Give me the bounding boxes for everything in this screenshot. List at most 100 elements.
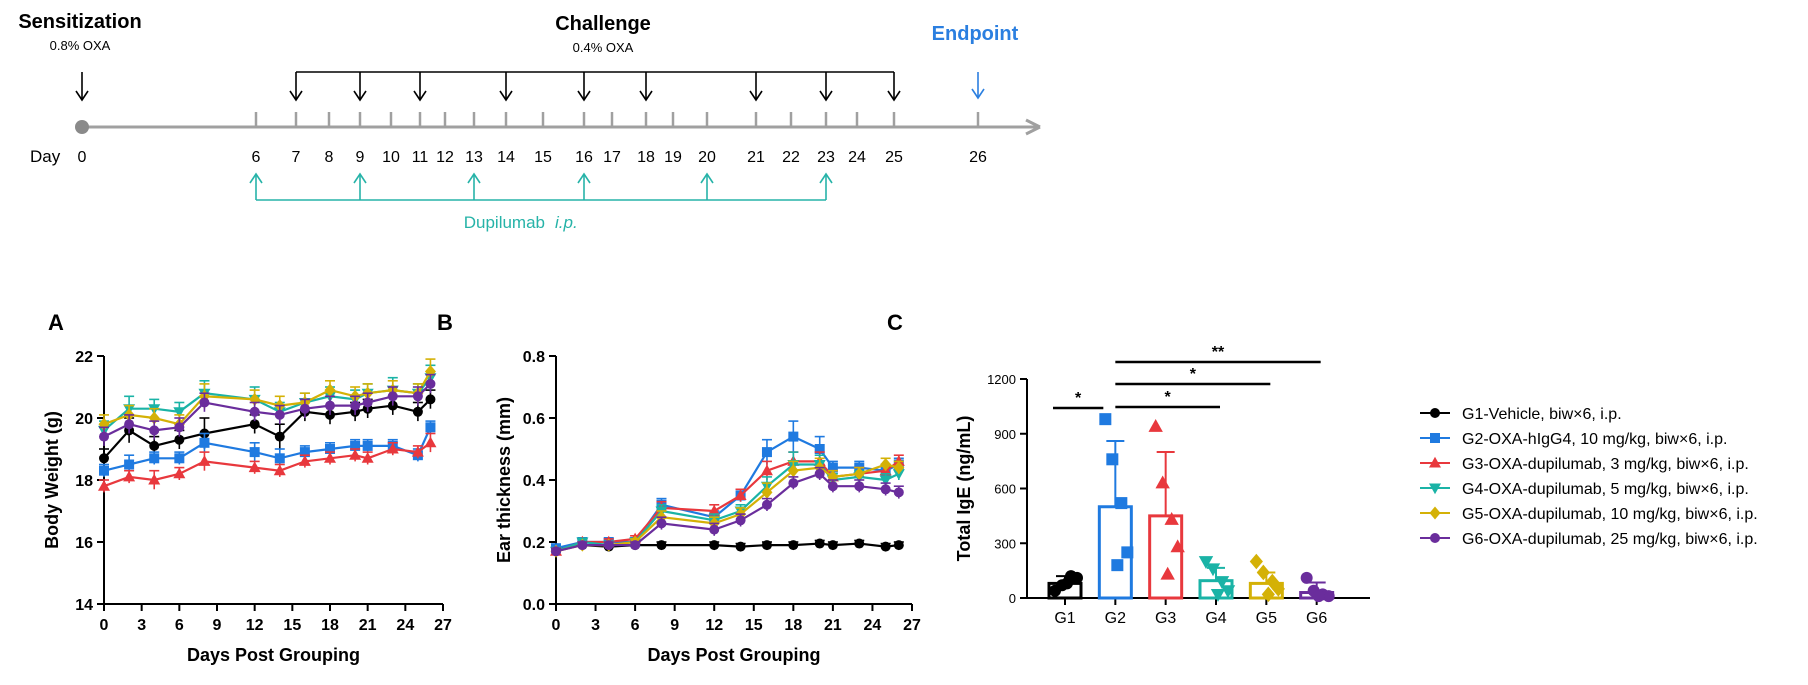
data-point (577, 540, 588, 551)
dosing-arrow-head (577, 172, 591, 184)
series-6 (551, 466, 904, 557)
data-point (854, 481, 865, 492)
dosing-label: Dupilumab (464, 213, 545, 232)
panel-label-b: B (437, 310, 453, 335)
data-point (1106, 453, 1119, 466)
challenge-arrow-head (413, 90, 427, 102)
x-axis-title: Days Post Grouping (647, 645, 820, 665)
legend-marker (1429, 506, 1441, 520)
y-tick-label: 16 (75, 535, 93, 552)
legend-marker (1429, 456, 1441, 468)
timeline-tick-label: 15 (534, 149, 552, 166)
data-point (893, 461, 905, 475)
timeline-schematic: Sensitization 0.8% OXA Challenge 0.4% OX… (18, 11, 1041, 232)
challenge-arrow-head (819, 90, 833, 102)
y-tick-label: 0 (1009, 591, 1016, 606)
x-tick-label: 21 (824, 617, 842, 634)
data-point (827, 462, 838, 473)
dosing-arrow-head (467, 172, 481, 184)
data-point (199, 397, 210, 408)
data-point (299, 447, 310, 458)
data-point (350, 440, 361, 451)
data-point (349, 448, 362, 460)
panel-label-c: C (887, 310, 903, 335)
total-ige-chart: 0 300 600 900 1200 Total IgE (ng/mL) G1 G2 G3 G4 G… (954, 344, 1370, 627)
timeline-tick-label: 20 (698, 149, 716, 166)
timeline-tick-label: 0 (78, 149, 87, 166)
timeline-tick-label: 6 (252, 149, 261, 166)
timeline-tick-label: 24 (848, 149, 866, 166)
y-tick-label: 0.0 (523, 597, 545, 614)
timeline-tick-label: 12 (436, 149, 454, 166)
data-point (99, 431, 109, 442)
x-tick-label: G6 (1306, 610, 1327, 627)
timeline-tick-label: 19 (664, 149, 682, 166)
data-point (892, 455, 905, 466)
data-point (174, 422, 185, 433)
data-point (124, 459, 135, 470)
data-point (325, 400, 335, 411)
data-point (1300, 571, 1313, 584)
data-point (853, 467, 865, 481)
data-point (761, 447, 772, 458)
challenge-arrow-head (887, 90, 901, 102)
series-6 (99, 373, 436, 446)
data-point (362, 397, 373, 408)
legend: G1-Vehicle, biw×6, i.p. G2-OXA-hIgG4, 10 … (1420, 406, 1758, 548)
timeline-tick-label: 22 (782, 149, 800, 166)
x-tick-label: 6 (631, 617, 640, 634)
data-point (1261, 586, 1275, 603)
timeline-tick-label: 7 (292, 149, 301, 166)
data-point (1160, 566, 1175, 580)
series-line (555, 435, 900, 550)
timeline-arrowhead (1025, 118, 1041, 129)
data-point (274, 453, 285, 464)
timeline-tick-label: 18 (637, 149, 655, 166)
data-point (274, 431, 285, 442)
y-tick-label: 300 (994, 536, 1016, 551)
challenge-concentration: 0.4% OXA (573, 40, 634, 55)
data-point (412, 391, 423, 402)
series-5 (98, 358, 436, 434)
data-point (1061, 577, 1073, 590)
data-point (148, 473, 161, 485)
data-point (299, 403, 310, 414)
data-point (709, 540, 720, 551)
x-tick-label: 9 (670, 617, 679, 634)
data-point (249, 419, 260, 430)
data-point (814, 444, 825, 454)
data-point (603, 540, 614, 551)
data-point (324, 452, 336, 463)
challenge-arrow-head (639, 90, 653, 102)
data-point (386, 442, 399, 454)
y-tick-label: 1200 (987, 372, 1016, 387)
data-point (880, 484, 891, 495)
y-axis-title: Body Weight (g) (42, 411, 62, 549)
data-point (174, 453, 185, 464)
legend-label: G2-OXA-hIgG4, 10 mg/kg, biw×6, i.p. (1462, 431, 1727, 448)
data-point (735, 515, 746, 526)
x-tick-label: 27 (903, 617, 921, 634)
data-point (412, 406, 423, 417)
x-tick-label: 21 (359, 617, 377, 634)
data-point (425, 378, 436, 389)
x-tick-label: 12 (246, 617, 264, 634)
data-point (761, 499, 772, 510)
y-tick-label: 14 (75, 597, 93, 614)
data-point (708, 504, 721, 516)
data-point (350, 400, 361, 411)
x-tick-label: 0 (552, 617, 561, 634)
data-point (149, 425, 160, 436)
legend-label: G1-Vehicle, biw×6, i.p. (1462, 406, 1622, 423)
data-point (98, 479, 110, 491)
data-point (1322, 590, 1335, 603)
x-tick-label: G2 (1105, 610, 1126, 627)
data-point (656, 518, 667, 529)
data-point (198, 455, 211, 466)
legend-marker (1429, 483, 1441, 495)
dosing-arrow-head (249, 172, 263, 184)
data-point (827, 481, 838, 492)
legend-marker (1430, 433, 1440, 443)
data-point (630, 540, 641, 551)
